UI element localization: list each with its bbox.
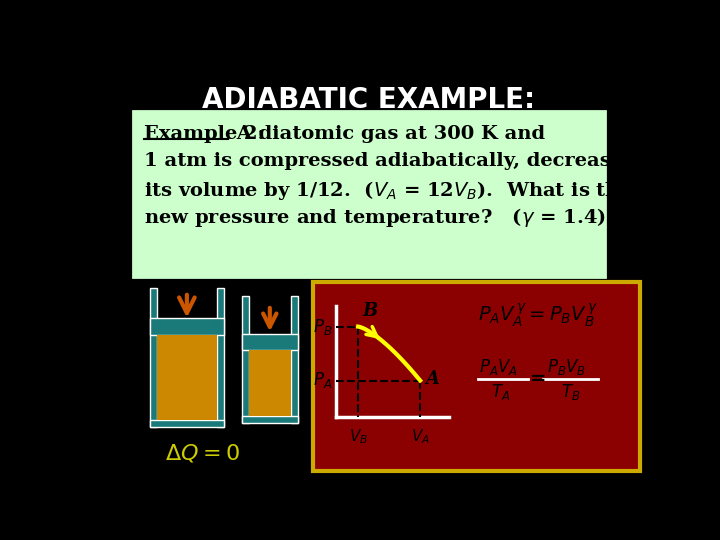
Text: $V_A$: $V_A$ (410, 428, 430, 446)
Text: $\Delta Q = 0$: $\Delta Q = 0$ (165, 442, 240, 464)
Text: A diatomic gas at 300 K and: A diatomic gas at 300 K and (230, 125, 544, 143)
Text: $T_A$: $T_A$ (492, 382, 510, 402)
Text: its volume by 1/12.  ($V_A$ = 12$V_B$).  What is the: its volume by 1/12. ($V_A$ = 12$V_B$). W… (144, 179, 633, 202)
Text: =: = (530, 370, 546, 388)
Text: $P_A V_A$: $P_A V_A$ (479, 357, 518, 377)
Text: $P_B$: $P_B$ (312, 316, 332, 336)
Text: B: B (362, 302, 377, 320)
Bar (150, 420, 224, 427)
Bar (158, 335, 217, 420)
Bar (242, 416, 297, 423)
Bar (242, 334, 297, 350)
Text: new pressure and temperature?   ($\gamma$ = 1.4): new pressure and temperature? ($\gamma$ … (144, 206, 606, 229)
Bar (313, 282, 640, 470)
Text: Example 2:: Example 2: (144, 125, 265, 143)
Bar (150, 318, 224, 335)
Bar (242, 296, 249, 423)
Bar (217, 288, 224, 427)
Text: $P_A$: $P_A$ (312, 370, 332, 390)
Text: $P_B V_B$: $P_B V_B$ (547, 357, 586, 377)
Text: $P_A V_A^{\,\gamma} = P_B V_B^{\,\gamma}$: $P_A V_A^{\,\gamma} = P_B V_B^{\,\gamma}… (477, 302, 598, 329)
Text: 1 atm is compressed adiabatically, decreasing: 1 atm is compressed adiabatically, decre… (144, 152, 646, 170)
Bar (291, 296, 297, 423)
Text: A: A (426, 370, 440, 388)
Bar (249, 350, 291, 416)
Text: $T_B$: $T_B$ (561, 382, 580, 402)
Bar (132, 111, 606, 276)
Bar (150, 288, 158, 427)
Text: $V_B$: $V_B$ (348, 428, 368, 446)
Text: ADIABATIC EXAMPLE:: ADIABATIC EXAMPLE: (202, 86, 536, 114)
